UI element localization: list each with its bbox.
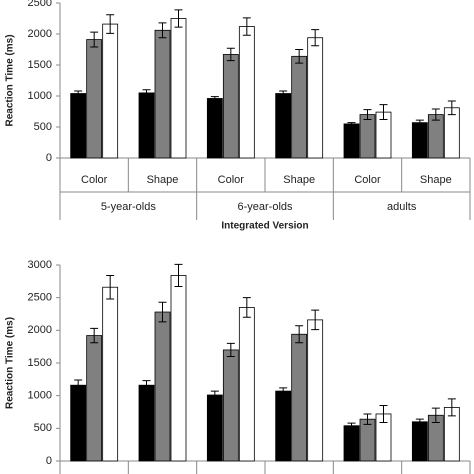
- y-tick-label: 2000: [28, 324, 52, 336]
- bar: [359, 418, 376, 462]
- error-bar: [379, 404, 388, 423]
- bar: [291, 55, 308, 159]
- error-bar: [379, 104, 388, 121]
- error-bar: [347, 122, 356, 126]
- error-bar: [174, 263, 183, 288]
- error-bar: [295, 49, 304, 64]
- bar: [291, 333, 308, 462]
- x-tick-label: Color: [81, 174, 108, 186]
- error-bar: [90, 31, 99, 48]
- y-tick-label: 2000: [28, 28, 52, 40]
- bar: [307, 37, 324, 159]
- y-tick-label: 2500: [28, 292, 52, 304]
- error-bar: [363, 413, 372, 425]
- bar: [206, 394, 223, 462]
- group-label: 6-year-olds: [237, 201, 293, 213]
- error-bar: [226, 342, 235, 357]
- x-axis-label: Integrated Version: [221, 221, 308, 232]
- bar: [86, 335, 103, 462]
- bar: [222, 349, 239, 462]
- y-tick-label: 1000: [28, 390, 52, 402]
- bar: [343, 123, 360, 159]
- bar: [138, 92, 155, 159]
- error-bar: [447, 100, 456, 116]
- y-tick-label: 500: [34, 422, 52, 434]
- error-bar: [174, 9, 183, 28]
- error-bar: [106, 274, 115, 300]
- bar: [154, 29, 171, 159]
- error-bar: [347, 422, 356, 429]
- x-tick-label: Shape: [283, 174, 315, 186]
- bar: [86, 39, 103, 159]
- bar: [206, 98, 223, 159]
- y-tick-label: 0: [46, 455, 52, 467]
- bar: [411, 421, 428, 462]
- error-bar: [311, 29, 320, 47]
- bar: [70, 384, 87, 462]
- error-bar: [158, 22, 167, 39]
- bar: [154, 311, 171, 462]
- bar: [343, 425, 360, 462]
- error-bar: [279, 387, 288, 395]
- error-bar: [142, 380, 151, 391]
- y-tick-label: 1500: [28, 357, 52, 369]
- bar: [170, 275, 187, 462]
- error-bar: [242, 297, 251, 318]
- bar: [275, 93, 292, 159]
- group-label: 5-year-olds: [101, 201, 157, 213]
- bar: [70, 93, 87, 159]
- y-axis-label: Reaction Time (ms): [5, 317, 16, 409]
- error-bar: [90, 327, 99, 344]
- bar: [102, 286, 119, 462]
- group-label: adults: [387, 201, 417, 213]
- error-bar: [431, 407, 440, 423]
- bar: [238, 26, 255, 159]
- error-bar: [311, 309, 320, 331]
- y-tick-label: 2500: [28, 0, 52, 9]
- x-tick-label: Shape: [420, 174, 452, 186]
- bar: [102, 23, 119, 159]
- error-bar: [210, 390, 219, 400]
- y-tick-label: 3000: [28, 259, 52, 271]
- y-axis-label: Reaction Time (ms): [5, 34, 16, 126]
- x-tick-label: Color: [218, 174, 245, 186]
- bar: [238, 307, 255, 462]
- bar: [427, 114, 444, 159]
- error-bar: [142, 89, 151, 97]
- y-tick-label: 1500: [28, 59, 52, 71]
- y-tick-label: 0: [46, 152, 52, 164]
- error-bar: [447, 398, 456, 417]
- error-bar: [158, 301, 167, 323]
- error-bar: [415, 119, 424, 126]
- error-bar: [415, 418, 424, 425]
- error-bar: [74, 379, 83, 391]
- error-bar: [106, 14, 115, 34]
- error-bar: [279, 90, 288, 97]
- bar: [275, 390, 292, 462]
- y-tick-label: 1000: [28, 90, 52, 102]
- error-bar: [74, 90, 83, 97]
- error-bar: [295, 325, 304, 344]
- bar: [222, 54, 239, 159]
- error-bar: [431, 108, 440, 121]
- error-bar: [242, 17, 251, 36]
- bar: [307, 319, 324, 462]
- error-bar: [210, 96, 219, 101]
- error-bar: [363, 109, 372, 121]
- bar: [170, 18, 187, 159]
- bar: [443, 107, 460, 159]
- bar: [138, 384, 155, 462]
- x-tick-label: Shape: [147, 174, 179, 186]
- y-tick-label: 500: [34, 121, 52, 133]
- bar: [411, 122, 428, 159]
- x-tick-label: Color: [354, 174, 381, 186]
- error-bar: [226, 47, 235, 62]
- bar: [359, 114, 376, 159]
